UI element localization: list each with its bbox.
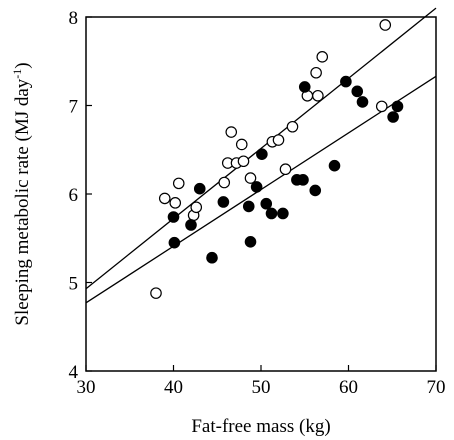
open-data-point: [312, 89, 324, 102]
open-data-point: [158, 192, 171, 205]
open-data-point: [190, 201, 203, 214]
filled-data-point: [260, 197, 273, 210]
open-data-point: [379, 19, 392, 31]
x-tick-label: 30: [77, 377, 96, 398]
filled-data-point: [242, 200, 255, 213]
filled-data-point: [351, 85, 364, 98]
filled-data-point: [265, 207, 278, 220]
filled-data-point: [167, 211, 180, 223]
filled-data-point: [309, 184, 322, 197]
x-tick-label: 40: [164, 377, 183, 398]
x-axis-label: Fat-free mass (kg): [191, 416, 330, 437]
filled-data-point: [168, 236, 181, 249]
filled-data-point: [387, 111, 399, 123]
open-data-point: [235, 138, 248, 151]
filled-data-point: [193, 182, 206, 195]
filled-data-point: [277, 207, 289, 220]
open-data-point: [286, 120, 299, 133]
open-circle-fit-line: [85, 7, 437, 290]
filled-data-point: [297, 174, 309, 186]
filled-data-point: [217, 196, 230, 208]
filled-data-point: [356, 96, 369, 108]
x-tick-label: 50: [252, 377, 271, 398]
open-data-point: [225, 126, 238, 138]
filled-data-point: [328, 159, 341, 172]
filled-data-point: [244, 235, 257, 248]
axis-ticks: 30 40 50 60 70 4 5 6 7 8: [69, 8, 446, 398]
y-axis-label-close: ): [12, 62, 33, 68]
open-data-point: [279, 163, 292, 176]
open-data-point: [218, 176, 231, 189]
filled-data-point: [185, 219, 197, 231]
y-axis-label-sup: -1: [10, 69, 24, 79]
x-tick-label: 70: [427, 377, 446, 398]
y-tick-label: 6: [69, 185, 79, 206]
y-tick-label: 5: [69, 274, 79, 295]
filled-data-point: [391, 100, 404, 113]
x-tick-label: 60: [339, 377, 358, 398]
open-data-point: [375, 100, 388, 113]
data-points: [150, 19, 404, 299]
open-data-point: [169, 197, 182, 209]
filled-data-point: [340, 75, 352, 88]
open-data-point: [310, 66, 322, 79]
filled-data-point: [206, 251, 218, 264]
open-data-point: [316, 51, 329, 63]
plot-frame: [85, 16, 437, 372]
open-data-point: [150, 287, 162, 299]
filled-data-point: [256, 148, 268, 160]
open-data-point: [172, 177, 185, 190]
y-tick-label: 7: [69, 97, 79, 118]
filled-data-point: [250, 181, 263, 193]
y-axis-label: Sleeping metabolic rate (MJ day-1): [10, 62, 33, 325]
open-data-point: [237, 155, 250, 168]
y-tick-label: 8: [69, 8, 79, 29]
open-data-point: [272, 134, 285, 146]
y-axis-label-main: Sleeping metabolic rate (MJ day: [12, 78, 33, 325]
y-tick-label: 4: [69, 362, 79, 383]
filled-data-point: [298, 81, 311, 93]
open-data-point: [244, 172, 257, 184]
